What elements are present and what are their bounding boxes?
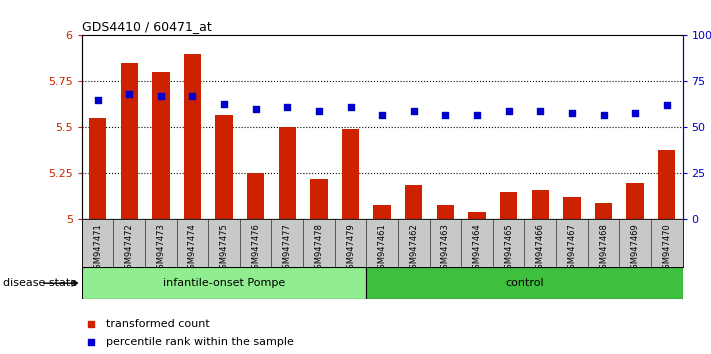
Text: GDS4410 / 60471_at: GDS4410 / 60471_at — [82, 20, 211, 33]
Point — [377, 112, 388, 118]
Point — [92, 97, 103, 103]
Point — [566, 110, 577, 115]
Bar — [658, 149, 675, 219]
Bar — [82, 267, 366, 299]
Bar — [563, 198, 581, 219]
Text: GSM947464: GSM947464 — [473, 223, 481, 274]
Bar — [532, 190, 549, 219]
Point — [471, 112, 483, 118]
Text: GSM947469: GSM947469 — [631, 223, 640, 274]
Bar — [595, 203, 612, 219]
Text: GSM947463: GSM947463 — [441, 223, 450, 274]
Bar — [152, 72, 169, 219]
Point — [535, 108, 546, 114]
Point — [124, 91, 135, 97]
Point — [250, 106, 262, 112]
Bar — [247, 173, 264, 219]
Point — [661, 103, 673, 108]
Text: GSM947474: GSM947474 — [188, 223, 197, 274]
Bar — [279, 127, 296, 219]
Text: GSM947462: GSM947462 — [410, 223, 418, 274]
Text: GSM947468: GSM947468 — [599, 223, 608, 274]
Text: GSM947466: GSM947466 — [536, 223, 545, 274]
Bar — [500, 192, 518, 219]
Point — [439, 112, 451, 118]
Point — [629, 110, 641, 115]
Point — [503, 108, 514, 114]
Point — [187, 93, 198, 99]
Bar — [310, 179, 328, 219]
Bar — [437, 205, 454, 219]
Point — [155, 93, 166, 99]
Bar — [469, 212, 486, 219]
Text: GSM947471: GSM947471 — [93, 223, 102, 274]
Bar — [215, 115, 232, 219]
Text: disease state: disease state — [3, 278, 77, 288]
Bar — [183, 54, 201, 219]
Bar — [120, 63, 138, 219]
Text: GSM947478: GSM947478 — [314, 223, 324, 274]
Point — [345, 104, 356, 110]
Point — [408, 108, 419, 114]
Point — [85, 339, 97, 344]
Text: GSM947470: GSM947470 — [662, 223, 671, 274]
Text: control: control — [505, 278, 544, 288]
Text: GSM947461: GSM947461 — [378, 223, 387, 274]
Bar — [373, 205, 391, 219]
Text: GSM947475: GSM947475 — [220, 223, 228, 274]
Text: GSM947473: GSM947473 — [156, 223, 166, 274]
Point — [314, 108, 325, 114]
Text: percentile rank within the sample: percentile rank within the sample — [106, 337, 294, 347]
Text: infantile-onset Pompe: infantile-onset Pompe — [163, 278, 285, 288]
Point — [282, 104, 293, 110]
Text: transformed count: transformed count — [106, 319, 210, 329]
Point — [85, 321, 97, 327]
Bar — [626, 183, 644, 219]
Bar — [89, 118, 106, 219]
Bar — [405, 184, 422, 219]
Text: GSM947467: GSM947467 — [567, 223, 577, 274]
Point — [218, 101, 230, 106]
Text: GSM947476: GSM947476 — [251, 223, 260, 274]
Bar — [342, 129, 359, 219]
Text: GSM947479: GSM947479 — [346, 223, 355, 274]
Text: GSM947472: GSM947472 — [124, 223, 134, 274]
Text: GSM947477: GSM947477 — [283, 223, 292, 274]
Point — [598, 112, 609, 118]
Bar — [366, 267, 683, 299]
Text: GSM947465: GSM947465 — [504, 223, 513, 274]
